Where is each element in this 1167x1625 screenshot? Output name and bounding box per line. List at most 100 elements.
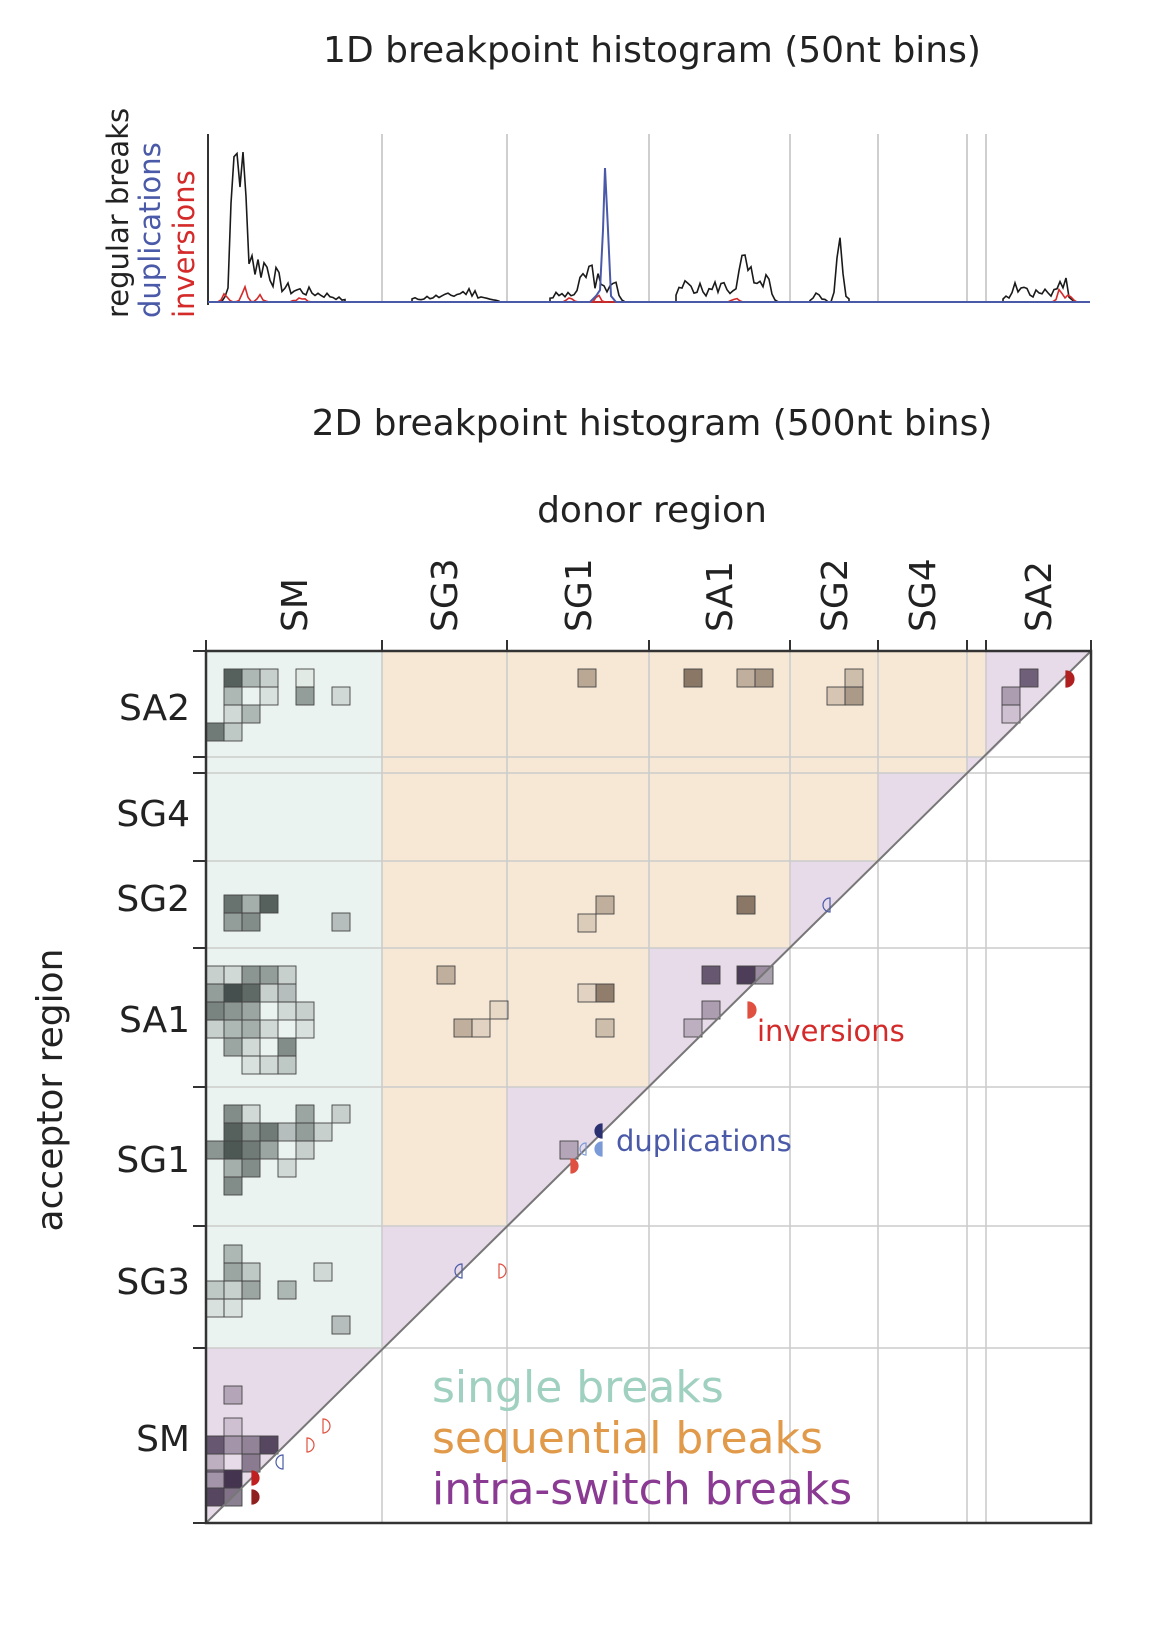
series-regular-breaks-3 [208, 254, 779, 303]
cell-intra-13 [241, 1435, 261, 1455]
cell-single-8 [223, 704, 243, 724]
cell-single-6 [295, 686, 315, 706]
chart-1d-series [208, 151, 1090, 303]
cell-single-2 [259, 668, 279, 688]
cell-intra-17 [205, 1469, 225, 1489]
series-regular-breaks-0 [208, 151, 346, 303]
y-region-labels: SA2 SG4 SG2 SA1 SG1 SG3 SM [116, 688, 190, 1460]
cell-sequential-10 [436, 965, 456, 985]
cell-single-16 [241, 912, 261, 932]
cell-intra-14 [259, 1435, 279, 1455]
cell-single-43 [277, 1055, 297, 1075]
cell-single-59 [223, 1158, 243, 1178]
breakpoint-markers [251, 670, 1075, 1505]
cell-single-73 [331, 1315, 351, 1335]
y-label-sg3: SG3 [116, 1262, 190, 1303]
cell-single-41 [241, 1055, 261, 1075]
legend-intra-switch-breaks: intra-switch breaks [432, 1464, 852, 1515]
cell-sequential-1 [683, 668, 703, 688]
cell-intra-18 [223, 1469, 243, 1489]
series-inversions-0 [208, 284, 320, 303]
cell-single-9 [241, 704, 261, 724]
cell-intra-12 [223, 1435, 243, 1455]
diagonal-line [205, 650, 1092, 1524]
cell-intra-6 [701, 1000, 721, 1020]
marker-inversion-sg1 [570, 1158, 579, 1174]
cell-single-3 [295, 668, 315, 688]
cell-single-27 [277, 983, 297, 1003]
heatmap-cells [205, 668, 1039, 1507]
marker-duplication-sg3 [454, 1263, 463, 1279]
cell-single-36 [259, 1019, 279, 1039]
series-regular-breaks-4 [208, 237, 850, 303]
cell-sequential-8 [577, 913, 597, 933]
chart-1d-gridlines [381, 134, 987, 302]
cell-single-44 [223, 1104, 243, 1124]
cell-single-29 [223, 1001, 243, 1021]
cell-single-71 [205, 1298, 225, 1318]
marker-duplication-sg1-b [594, 1141, 603, 1157]
fill-sequential-sa1 [382, 948, 649, 1087]
cell-sequential-12 [577, 983, 597, 1003]
cell-sequential-11 [595, 983, 615, 1003]
chart-2d: 2D breakpoint histogram (500nt bins) don… [30, 403, 1093, 1525]
cell-single-22 [277, 965, 297, 985]
marker-duplication-sg1-c [579, 1142, 587, 1156]
cell-single-0 [223, 668, 243, 688]
cell-single-52 [295, 1122, 315, 1142]
cell-single-35 [241, 1019, 261, 1039]
legend: single breaks sequential breaks intra-sw… [432, 1362, 852, 1515]
cell-single-13 [241, 894, 261, 914]
x-label-sa2: SA2 [1019, 561, 1060, 632]
cell-sequential-3 [754, 668, 774, 688]
chart-2d-title: 2D breakpoint histogram (500nt bins) [312, 403, 993, 444]
cell-single-45 [241, 1104, 261, 1124]
cell-single-15 [223, 912, 243, 932]
x-axis-label: donor region [537, 490, 767, 531]
cell-intra-0 [1019, 668, 1039, 688]
cell-single-48 [223, 1122, 243, 1142]
cell-single-50 [259, 1122, 279, 1142]
cell-intra-5 [754, 965, 774, 985]
cell-sequential-4 [844, 668, 864, 688]
marker-inversion-sa2 [1065, 670, 1075, 688]
cell-intra-15 [205, 1453, 225, 1473]
fill-sequential-sa2 [382, 651, 986, 757]
marker-duplication-sg1-a [594, 1123, 603, 1139]
series-regular-breaks-2 [208, 264, 631, 303]
cell-single-51 [277, 1122, 297, 1142]
x-label-sm: SM [275, 578, 316, 632]
cell-single-17 [331, 912, 351, 932]
cell-single-18 [205, 965, 225, 985]
marker-inversion-sm-b [306, 1437, 315, 1453]
cell-single-63 [223, 1244, 243, 1264]
cell-single-64 [223, 1262, 243, 1282]
cell-single-58 [295, 1140, 315, 1160]
ylabel-regular-breaks: regular breaks [101, 108, 135, 318]
cell-intra-1 [1001, 686, 1021, 706]
cell-intra-16 [241, 1453, 261, 1473]
fill-sequential-sg4 [382, 773, 878, 861]
cell-single-32 [295, 1001, 315, 1021]
y-label-sm: SM [136, 1419, 190, 1460]
cell-single-30 [241, 1001, 261, 1021]
cell-intra-3 [701, 965, 721, 985]
cell-single-26 [259, 983, 279, 1003]
chart-1d: 1D breakpoint histogram (50nt bins) regu… [101, 30, 1090, 318]
cell-sequential-7 [595, 895, 615, 915]
marker-inversion-sm-c [251, 1470, 260, 1486]
cell-single-69 [241, 1280, 261, 1300]
cell-sequential-5 [826, 686, 846, 706]
ylabel-inversions: inversions [167, 170, 201, 318]
cell-intra-8 [559, 1140, 579, 1160]
series-duplications [208, 167, 1090, 303]
annotation-duplications: duplications [616, 1124, 792, 1158]
x-label-sg1: SG1 [559, 558, 600, 632]
x-label-sa1: SA1 [700, 561, 741, 632]
x-label-sg4: SG4 [903, 558, 944, 632]
cell-single-68 [223, 1280, 243, 1300]
cell-single-72 [223, 1298, 243, 1318]
cell-single-66 [313, 1262, 333, 1282]
cell-single-34 [223, 1019, 243, 1039]
cell-single-14 [259, 894, 279, 914]
